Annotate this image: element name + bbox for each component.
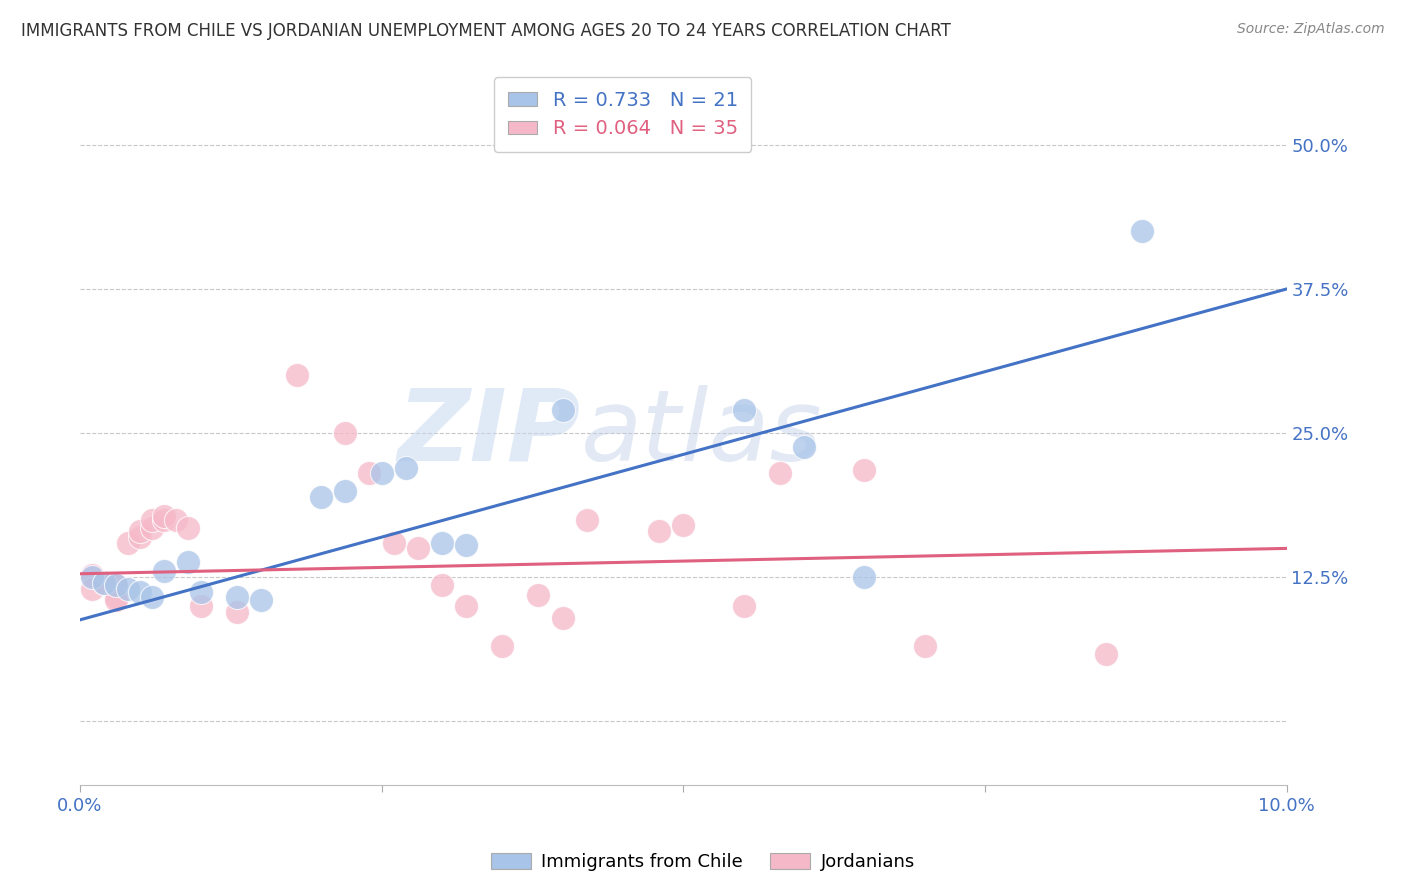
Point: [1094, 648, 1116, 662]
Legend: R = 0.733   N = 21, R = 0.064   N = 35: R = 0.733 N = 21, R = 0.064 N = 35: [495, 77, 751, 152]
Point: [335, 426, 357, 441]
Point: [93, 576, 115, 591]
Point: [672, 518, 695, 533]
Point: [129, 585, 152, 599]
Point: [382, 535, 405, 549]
Point: [527, 587, 550, 601]
Point: [853, 463, 876, 477]
Point: [454, 538, 477, 552]
Point: [80, 582, 103, 596]
Point: [105, 578, 128, 592]
Point: [1130, 224, 1153, 238]
Point: [551, 403, 574, 417]
Point: [141, 590, 163, 604]
Point: [225, 605, 247, 619]
Point: [165, 512, 187, 526]
Text: Source: ZipAtlas.com: Source: ZipAtlas.com: [1237, 22, 1385, 37]
Point: [153, 509, 176, 524]
Text: IMMIGRANTS FROM CHILE VS JORDANIAN UNEMPLOYMENT AMONG AGES 20 TO 24 YEARS CORREL: IMMIGRANTS FROM CHILE VS JORDANIAN UNEMP…: [21, 22, 950, 40]
Point: [853, 570, 876, 584]
Text: atlas: atlas: [581, 384, 823, 482]
Point: [105, 590, 128, 604]
Point: [177, 521, 200, 535]
Legend: Immigrants from Chile, Jordanians: Immigrants from Chile, Jordanians: [484, 846, 922, 879]
Point: [80, 570, 103, 584]
Point: [430, 578, 453, 592]
Point: [395, 460, 418, 475]
Point: [491, 640, 513, 654]
Point: [733, 599, 755, 613]
Point: [117, 535, 139, 549]
Point: [177, 555, 200, 569]
Point: [406, 541, 429, 556]
Point: [793, 440, 815, 454]
Text: ZIP: ZIP: [398, 384, 581, 482]
Point: [129, 530, 152, 544]
Point: [285, 368, 308, 383]
Point: [359, 467, 381, 481]
Point: [80, 568, 103, 582]
Point: [648, 524, 671, 538]
Point: [551, 610, 574, 624]
Point: [93, 576, 115, 591]
Point: [105, 593, 128, 607]
Point: [250, 593, 273, 607]
Point: [105, 578, 128, 592]
Point: [575, 512, 598, 526]
Point: [454, 599, 477, 613]
Point: [129, 524, 152, 538]
Point: [190, 599, 212, 613]
Point: [153, 512, 176, 526]
Point: [153, 565, 176, 579]
Point: [225, 590, 247, 604]
Point: [141, 512, 163, 526]
Point: [370, 467, 392, 481]
Point: [141, 521, 163, 535]
Point: [190, 585, 212, 599]
Point: [430, 535, 453, 549]
Point: [117, 582, 139, 596]
Point: [733, 403, 755, 417]
Point: [335, 483, 357, 498]
Point: [914, 640, 936, 654]
Point: [309, 490, 332, 504]
Point: [769, 467, 792, 481]
